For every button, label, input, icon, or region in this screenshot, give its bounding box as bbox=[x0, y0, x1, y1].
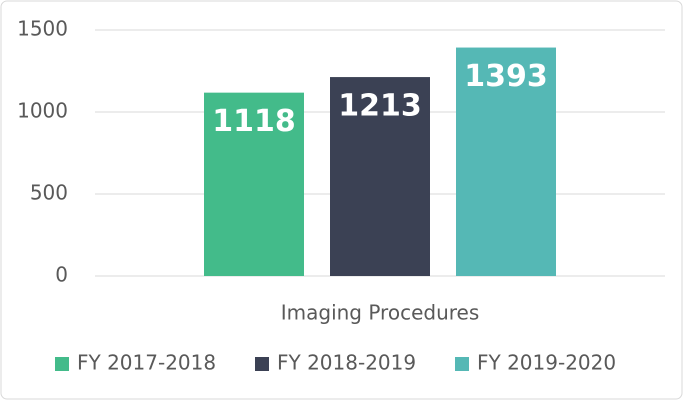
legend-label: FY 2017-2018 bbox=[77, 351, 216, 375]
x-tick-label: Imaging Procedures bbox=[281, 301, 480, 325]
data-label: 1393 bbox=[464, 59, 548, 94]
legend-swatch bbox=[55, 357, 69, 371]
legend-swatch bbox=[455, 357, 469, 371]
bar bbox=[456, 47, 556, 276]
y-tick-label: 1500 bbox=[17, 17, 68, 41]
bar bbox=[330, 77, 430, 277]
data-label: 1213 bbox=[338, 89, 422, 124]
legend-label: FY 2019-2020 bbox=[477, 351, 616, 375]
legend-swatch bbox=[255, 357, 269, 371]
legend-label: FY 2018-2019 bbox=[277, 351, 416, 375]
y-tick-label: 500 bbox=[30, 181, 68, 205]
y-tick-label: 1000 bbox=[17, 99, 68, 123]
y-tick-label: 0 bbox=[55, 263, 68, 287]
bar bbox=[204, 92, 304, 276]
data-label: 1118 bbox=[212, 104, 296, 139]
